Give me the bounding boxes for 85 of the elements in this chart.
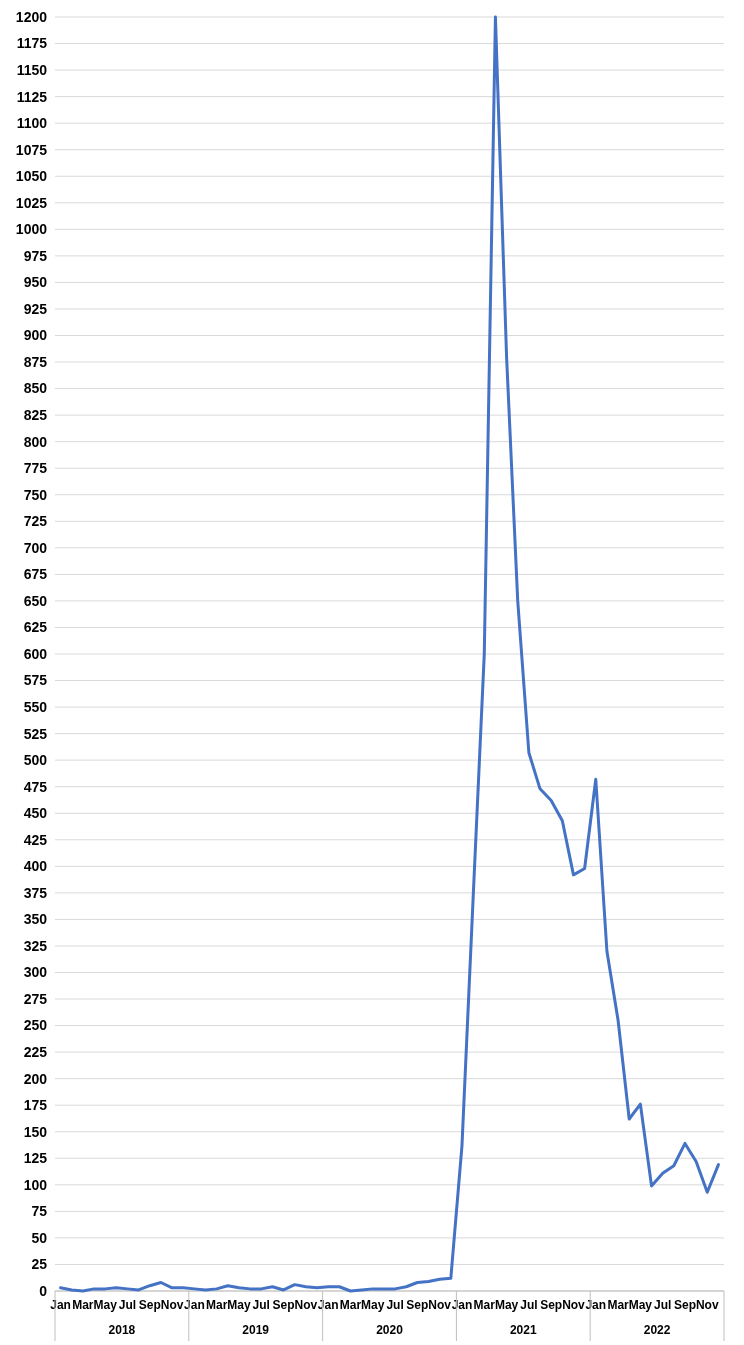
y-tick-label: 1025 (15, 194, 48, 211)
x-tick-label: Mar (72, 1298, 94, 1312)
y-tick-label: 450 (23, 805, 48, 822)
y-tick-label: 950 (23, 274, 48, 291)
x-tick-label: Jul (654, 1298, 672, 1312)
y-tick-label: 925 (23, 300, 48, 317)
x-tick-label: Nov (160, 1298, 184, 1312)
y-tick-label: 475 (23, 778, 48, 795)
x-tick-label: Jul (118, 1298, 137, 1312)
x-tick-label: May (494, 1298, 519, 1312)
y-tick-label: 1000 (15, 221, 48, 238)
y-tick-label: 200 (23, 1070, 48, 1087)
y-tick-label: 700 (23, 539, 48, 556)
x-tick-label: Nov (428, 1298, 452, 1312)
y-tick-label: 500 (23, 752, 48, 769)
y-tick-label: 525 (23, 725, 48, 742)
y-tick-label: 1200 (15, 8, 48, 25)
y-tick-label: 175 (23, 1097, 48, 1114)
x-tick-label: May (227, 1298, 251, 1312)
x-tick-label: Jan (317, 1298, 339, 1312)
y-tick-label: 400 (23, 858, 48, 875)
text: 2022 (643, 1323, 671, 1337)
y-tick-label: 600 (23, 645, 48, 662)
x-tick-label: Sep (673, 1298, 696, 1312)
text: 2020 (376, 1323, 404, 1337)
y-tick-label: 975 (23, 247, 48, 264)
x-tick-label: May (93, 1298, 118, 1312)
x-tick-label: May (628, 1298, 653, 1312)
x-tick-label: Jan (50, 1298, 71, 1312)
y-tick-label: 825 (23, 407, 48, 424)
text: 2018 (108, 1323, 136, 1337)
y-tick-label: 1050 (15, 168, 48, 185)
y-tick-label: 100 (23, 1176, 48, 1193)
line-series (59, 15, 720, 1293)
y-tick-label: 50 (31, 1229, 48, 1246)
x-tick-label: Mar (339, 1298, 362, 1312)
y-tick-label: 800 (23, 433, 48, 450)
x-tick-label: Mar (607, 1298, 630, 1312)
x-tick-label: Jul (386, 1298, 404, 1312)
x-tick-label: Jan (184, 1298, 205, 1312)
y-tick-label: 350 (23, 911, 48, 928)
y-tick-label: 275 (23, 990, 48, 1007)
y-tick-label: 575 (23, 672, 48, 689)
y-tick-label: 375 (23, 884, 48, 901)
x-tick-label: Jul (520, 1298, 538, 1312)
y-tick-label: 850 (23, 380, 48, 397)
y-tick-label: 875 (23, 353, 48, 370)
y-tick-label: 250 (23, 1017, 48, 1034)
y-tick-label: 75 (31, 1203, 48, 1220)
y-tick-label: 650 (23, 592, 48, 609)
y-tick-label: 1175 (16, 35, 48, 52)
x-tick-label: Sep (272, 1298, 295, 1312)
y-tick-label: 125 (23, 1150, 48, 1167)
y-tick-label: 725 (23, 513, 48, 530)
y-tick-label: 325 (23, 937, 48, 954)
y-tick-label: 625 (23, 619, 48, 636)
x-tick-label: Nov (695, 1298, 719, 1312)
y-tick-label: 775 (23, 460, 48, 477)
y-tick-label: 675 (23, 566, 48, 583)
y-tick-label: 900 (23, 327, 48, 344)
y-tick-label: 225 (23, 1044, 48, 1061)
y-tick-label: 425 (23, 831, 48, 848)
x-tick-label: Sep (138, 1298, 161, 1312)
y-tick-label: 300 (23, 964, 48, 981)
x-tick-label: Jul (252, 1298, 270, 1312)
x-tick-label: Nov (562, 1298, 586, 1312)
y-tick-label: 750 (23, 486, 48, 503)
y-tick-label: 1075 (15, 141, 48, 158)
y-tick-label: 150 (23, 1123, 48, 1140)
text: 2021 (509, 1323, 537, 1337)
y-tick-label: 25 (31, 1256, 48, 1273)
x-tick-label: Mar (473, 1298, 496, 1312)
y-tick-label: 1150 (16, 61, 48, 78)
y-tick-label: 0 (39, 1282, 48, 1299)
x-tick-label: Mar (206, 1298, 228, 1312)
text: 2019 (242, 1323, 270, 1337)
y-tick-label: 1125 (16, 88, 48, 105)
y-tick-label: 1100 (16, 115, 48, 132)
x-tick-label: Jan (585, 1298, 607, 1312)
x-tick-label: Nov (294, 1298, 318, 1312)
x-tick-label: Sep (406, 1298, 429, 1312)
y-tick-label: 550 (23, 698, 48, 715)
x-tick-label: Sep (540, 1298, 563, 1312)
x-tick-label: May (361, 1298, 385, 1312)
x-tick-label: Jan (451, 1298, 473, 1312)
